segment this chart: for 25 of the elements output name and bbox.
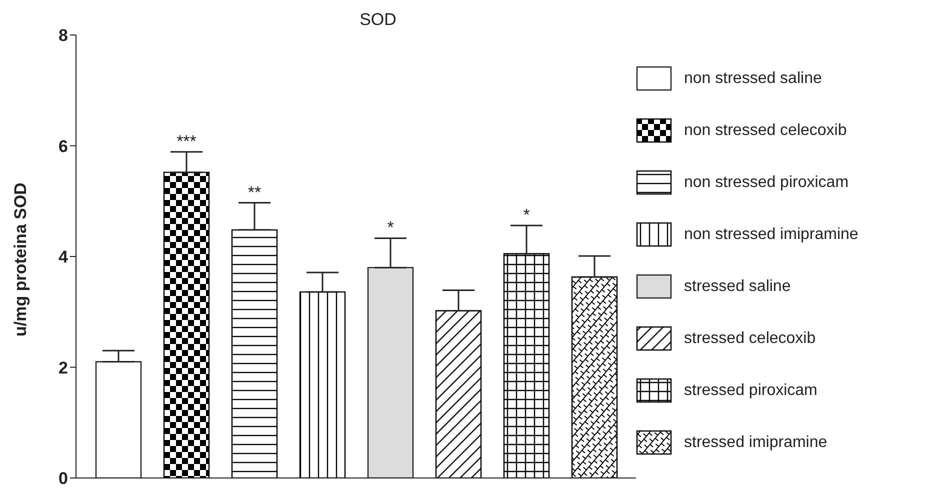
legend-label: stressed celecoxib [684, 330, 816, 348]
bar [503, 253, 550, 478]
legend-label: non stressed celecoxib [684, 122, 847, 140]
y-tick-label: 8 [58, 26, 68, 46]
bar [435, 310, 482, 478]
data-label: *** [176, 132, 197, 151]
data-label: ** [248, 182, 262, 202]
legend-label: non stressed saline [684, 70, 822, 88]
bar [571, 276, 618, 478]
bar [163, 172, 210, 478]
legend-label: non stressed piroxicam [684, 174, 849, 192]
y-tick-label: 0 [58, 469, 68, 488]
legend-label: non stressed imipramine [684, 226, 858, 244]
legend-label: stressed piroxicam [684, 382, 818, 400]
y-tick-label: 4 [58, 248, 69, 267]
legend-label: stressed saline [684, 278, 791, 296]
legend-label: stressed imipramine [684, 434, 828, 452]
data-label: * [387, 218, 394, 238]
y-tick-label: 2 [58, 358, 68, 378]
data-label: * [523, 205, 530, 224]
y-tick-label: 6 [58, 136, 68, 156]
chart-title: SOD [358, 10, 398, 30]
y-axis-title: u/mg proteina SOD [11, 182, 30, 336]
bar [231, 229, 278, 478]
bar [299, 291, 346, 478]
